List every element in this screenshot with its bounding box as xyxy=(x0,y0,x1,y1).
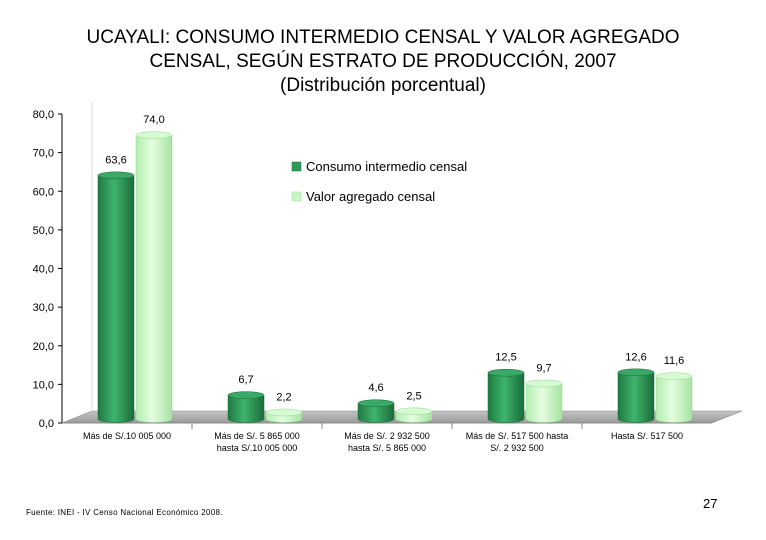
title-line-2: CENSAL, SEGÚN ESTRATO DE PRODUCCIÓN, 200… xyxy=(149,51,617,72)
chart-title: UCAYALI: CONSUMO INTERMEDIO CENSAL Y VAL… xyxy=(0,26,766,98)
data-label: 11,6 xyxy=(664,355,685,367)
data-label: 2,2 xyxy=(276,392,291,404)
bar-top xyxy=(617,368,655,377)
bar-valor-1 xyxy=(135,131,173,423)
bar-top xyxy=(395,407,433,416)
data-label: 12,5 xyxy=(495,352,516,364)
data-label: 74,0 xyxy=(143,114,164,126)
bar-body xyxy=(487,372,525,423)
title-line-3: (Distribución porcentual) xyxy=(280,75,486,96)
data-label: 4,6 xyxy=(368,382,383,394)
bar-top xyxy=(227,391,265,399)
y-tick-label: 10,0 xyxy=(33,379,54,391)
x-tick-label: Más de S/.10 005 000 xyxy=(83,431,171,441)
bar-body xyxy=(357,402,395,423)
y-tick-label: 70,0 xyxy=(33,148,54,160)
y-tick-label: 30,0 xyxy=(33,302,54,314)
bar-top xyxy=(135,131,173,139)
bar-consumo-1 xyxy=(97,171,135,423)
y-tick-label: 20,0 xyxy=(33,341,54,353)
bar-body xyxy=(227,394,265,423)
bar-top xyxy=(655,372,693,380)
legend-swatch xyxy=(291,161,302,172)
data-label: 6,7 xyxy=(238,374,253,386)
data-label: 12,6 xyxy=(625,351,646,363)
bar-valor-3 xyxy=(395,407,433,423)
legend-label: Valor agregado censal xyxy=(306,189,435,204)
bar-consumo-4 xyxy=(487,368,525,423)
bar-body xyxy=(655,375,693,423)
bar-body xyxy=(135,134,173,423)
bar-top xyxy=(525,379,563,388)
title-line-1: UCAYALI: CONSUMO INTERMEDIO CENSAL Y VAL… xyxy=(86,27,680,48)
x-tick-label: Más de S/. 5 865 000 xyxy=(214,431,300,441)
y-tick-label: 80,0 xyxy=(33,109,54,121)
legend-label: Consumo intermedio censal xyxy=(306,159,467,174)
bar-body xyxy=(97,175,135,423)
bar-valor-4 xyxy=(525,379,563,423)
x-tick-label: S/. 2 932 500 xyxy=(490,443,544,453)
bar-consumo-3 xyxy=(357,399,395,423)
legend-swatch xyxy=(291,191,302,202)
y-tick-label: 60,0 xyxy=(33,186,54,198)
bar-top xyxy=(487,368,525,377)
y-tick-label: 0,0 xyxy=(39,418,54,430)
bar-body xyxy=(617,372,655,423)
y-tick-label: 40,0 xyxy=(33,264,54,276)
bar-top xyxy=(265,408,303,417)
bar-consumo-2 xyxy=(227,391,265,423)
data-label: 9,7 xyxy=(536,363,551,375)
bar-top xyxy=(357,399,395,407)
bar-valor-2 xyxy=(265,408,303,423)
y-tick-label: 50,0 xyxy=(33,225,54,237)
x-tick-label: hasta S/. 5 865 000 xyxy=(348,443,426,453)
x-tick-label: hasta S/.10 005 000 xyxy=(217,443,298,453)
data-label: 63,6 xyxy=(105,154,126,166)
x-tick-label: Más de S/. 2 932 500 xyxy=(344,431,430,441)
bar-consumo-5 xyxy=(617,368,655,423)
x-tick-label: Hasta S/. 517 500 xyxy=(611,431,683,441)
bar-body xyxy=(525,383,563,423)
bar-valor-5 xyxy=(655,372,693,423)
x-tick-label: Más de S/. 517 500 hasta xyxy=(466,431,569,441)
source-note: Fuente: INEI - IV Censo Nacional Económi… xyxy=(26,508,223,517)
page-number: 27 xyxy=(703,496,718,511)
data-label: 2,5 xyxy=(406,390,421,402)
bar-top xyxy=(97,171,135,180)
